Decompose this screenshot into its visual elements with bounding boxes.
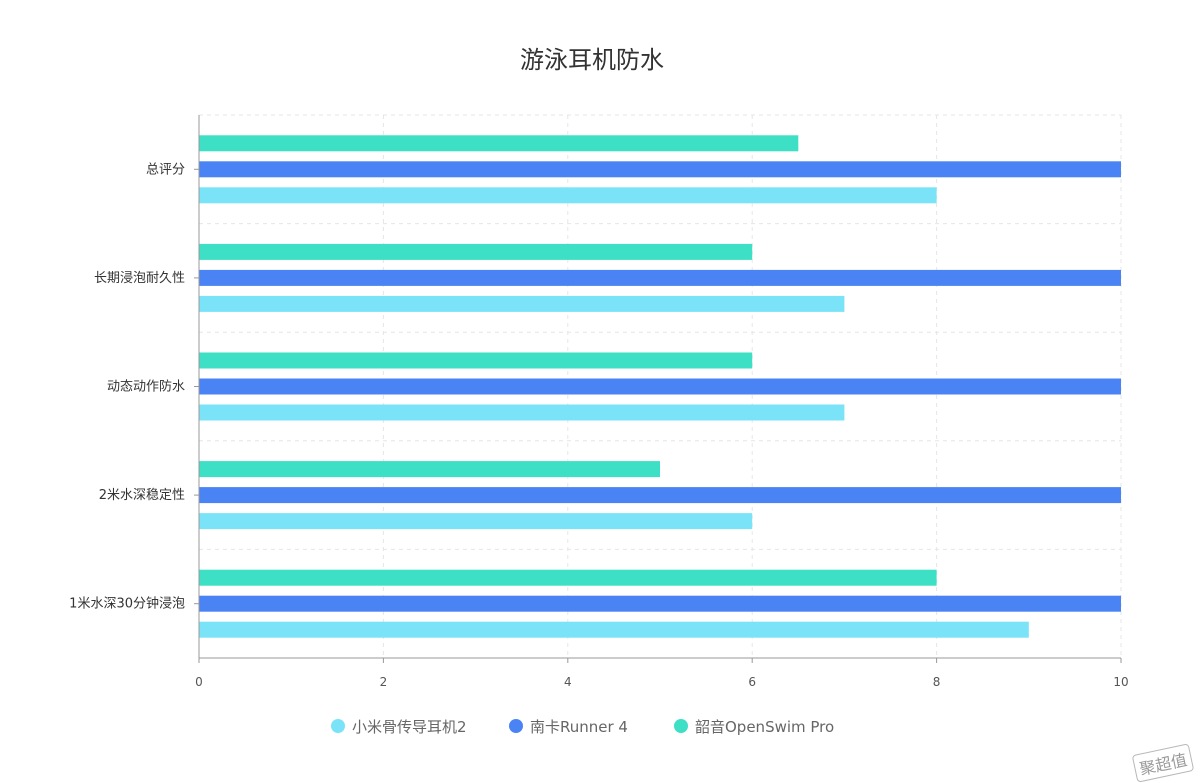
bar [199, 243, 753, 260]
chart-title: 游泳耳机防水 [520, 46, 664, 74]
bar [199, 404, 845, 421]
bar [199, 295, 845, 312]
bar [199, 269, 1121, 286]
legend-label: 小米骨传导耳机2 [352, 718, 467, 736]
bar [199, 461, 660, 478]
bar [199, 569, 937, 586]
legend-item[interactable]: 小米骨传导耳机2 [331, 718, 467, 736]
x-tick-label: 4 [564, 675, 572, 689]
bar [199, 187, 937, 204]
legend-marker [674, 719, 688, 733]
bar [199, 352, 753, 369]
category-label: 1米水深30分钟浸泡 [69, 596, 185, 612]
x-tick-label: 8 [933, 675, 941, 689]
bar [199, 161, 1121, 178]
category-label: 动态动作防水 [107, 379, 185, 395]
x-tick-label: 10 [1113, 675, 1128, 689]
bar [199, 378, 1121, 395]
legend-label: 南卡Runner 4 [530, 718, 628, 736]
legend-label: 韶音OpenSwim Pro [695, 718, 834, 736]
x-tick-label: 2 [380, 675, 388, 689]
legend-item[interactable]: 韶音OpenSwim Pro [674, 718, 834, 736]
category-label: 总评分 [146, 162, 185, 177]
bar [199, 135, 799, 152]
x-tick-label: 6 [748, 675, 756, 689]
legend-marker [509, 719, 523, 733]
legend-marker [331, 719, 345, 733]
x-tick-label: 0 [195, 675, 203, 689]
bars [199, 135, 1121, 638]
bar [199, 513, 753, 530]
legend[interactable]: 小米骨传导耳机2 南卡Runner 4 韶音OpenSwim Pro [331, 718, 834, 736]
legend-item[interactable]: 南卡Runner 4 [509, 718, 628, 736]
bar [199, 621, 1029, 638]
category-label: 2米水深稳定性 [99, 487, 185, 503]
bar [199, 595, 1121, 612]
category-label: 长期浸泡耐久性 [94, 271, 185, 286]
bar [199, 487, 1121, 504]
grid [199, 114, 1122, 658]
